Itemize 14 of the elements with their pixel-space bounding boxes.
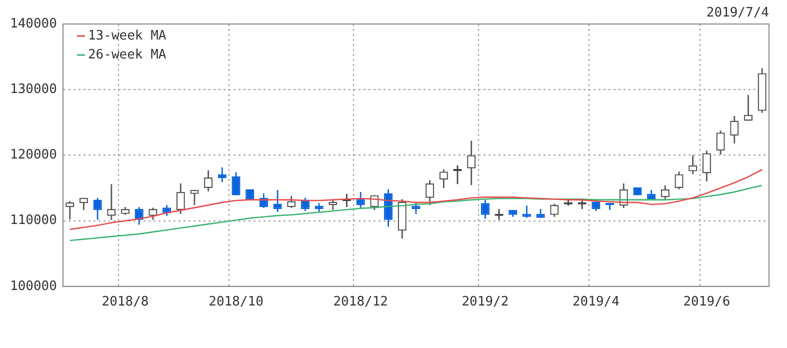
legend-label: 26-week MA <box>88 47 166 62</box>
y-tick-label: 140000 <box>10 16 57 32</box>
y-tick-label: 130000 <box>10 82 57 97</box>
x-tick-label: 2018/10 <box>208 294 264 310</box>
y-tick-label: 110000 <box>10 213 57 228</box>
text: 2019/7/4 <box>706 5 770 20</box>
x-tick-label: 2019/2 <box>462 294 509 310</box>
y-tick-label: 120000 <box>10 148 57 163</box>
x-tick-label: 2018/12 <box>333 294 388 310</box>
x-tick-label: 2019/4 <box>572 294 620 310</box>
x-tick-label: 2018/8 <box>102 294 149 310</box>
legend-label: 13-week MA <box>88 28 166 44</box>
y-tick-label: 100000 <box>10 278 57 294</box>
x-tick-label: 2019/6 <box>683 294 730 310</box>
